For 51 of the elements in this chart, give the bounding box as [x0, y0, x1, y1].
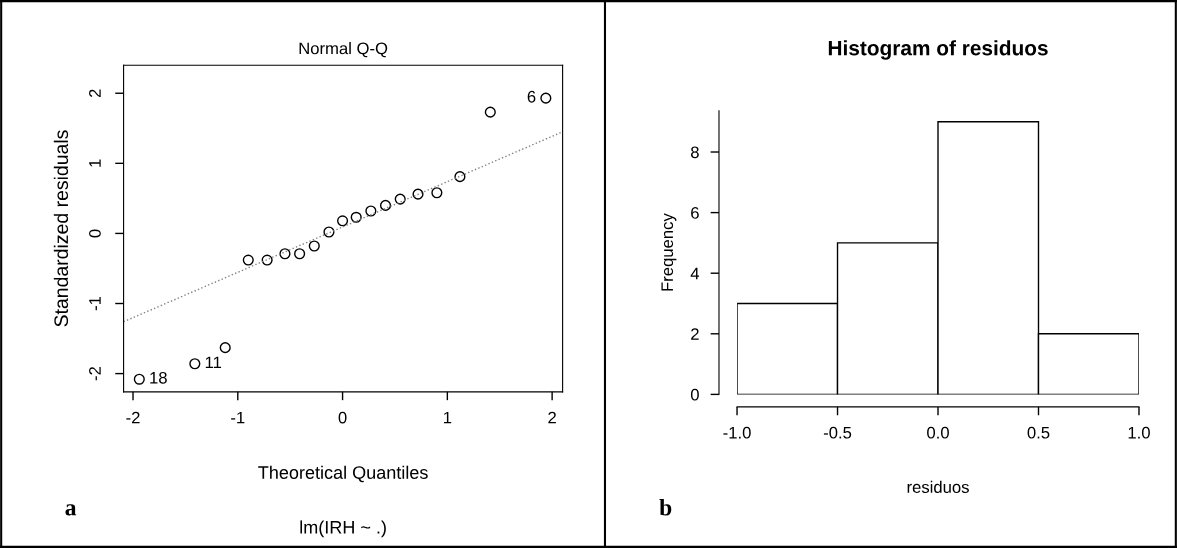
y-tick-label: 2: [89, 89, 101, 98]
x-tick-label: 1: [443, 411, 452, 424]
chart-title: Normal Q-Q: [299, 42, 388, 58]
y-tick-label: 4: [690, 267, 700, 280]
x-tick-label: -1.0: [723, 426, 751, 439]
point: [337, 215, 349, 227]
y-tick-label: -2: [89, 367, 101, 381]
point: [308, 240, 320, 252]
point: [365, 205, 377, 217]
x-axis-title: Theoretical Quantiles: [258, 465, 428, 483]
x-tick-label: -2: [126, 411, 140, 424]
annotation: 6: [527, 90, 536, 103]
y-axis-title: Frequency: [661, 213, 677, 291]
y-tick-label: 0: [89, 229, 101, 238]
point: [261, 254, 273, 266]
point: [133, 373, 145, 385]
x-tick-label: 0: [338, 411, 347, 424]
point: [412, 188, 424, 200]
text: lm(IRH ~ .): [300, 520, 386, 538]
point: [323, 226, 335, 238]
point: [484, 106, 496, 118]
y-tick-label: 8: [690, 146, 699, 159]
point: [294, 248, 306, 260]
x-axis-title: residuos: [907, 480, 969, 494]
y-tick-label: 1: [89, 159, 101, 167]
y-tick-label: -1: [89, 296, 101, 311]
x-tick-label: 0.0: [927, 426, 949, 439]
point: [219, 342, 231, 354]
y-tick-label: 6: [691, 207, 699, 219]
x-tick-label: -1: [231, 411, 245, 424]
chart-title: Histogram of residuos: [828, 40, 1048, 60]
point: [279, 248, 291, 260]
text: a: [65, 504, 77, 516]
point: [540, 92, 552, 104]
annotation: 18: [150, 371, 167, 384]
point: [379, 199, 392, 211]
x-tick-label: -0.5: [823, 426, 852, 439]
annotation: 11: [205, 356, 222, 369]
x-tick-label: 2: [548, 411, 556, 424]
point: [431, 187, 443, 199]
point: [394, 193, 406, 205]
y-tick-label: 0: [690, 388, 699, 401]
point: [350, 211, 362, 223]
point: [242, 254, 254, 266]
x-tick-label: 0.5: [1027, 426, 1050, 439]
point: [454, 171, 466, 183]
point: [189, 358, 201, 370]
y-tick-label: 2: [691, 328, 699, 340]
x-tick-label: 1.0: [1128, 426, 1150, 439]
text: b: [659, 498, 672, 516]
y-axis-title: Standardized residuals: [53, 130, 69, 327]
